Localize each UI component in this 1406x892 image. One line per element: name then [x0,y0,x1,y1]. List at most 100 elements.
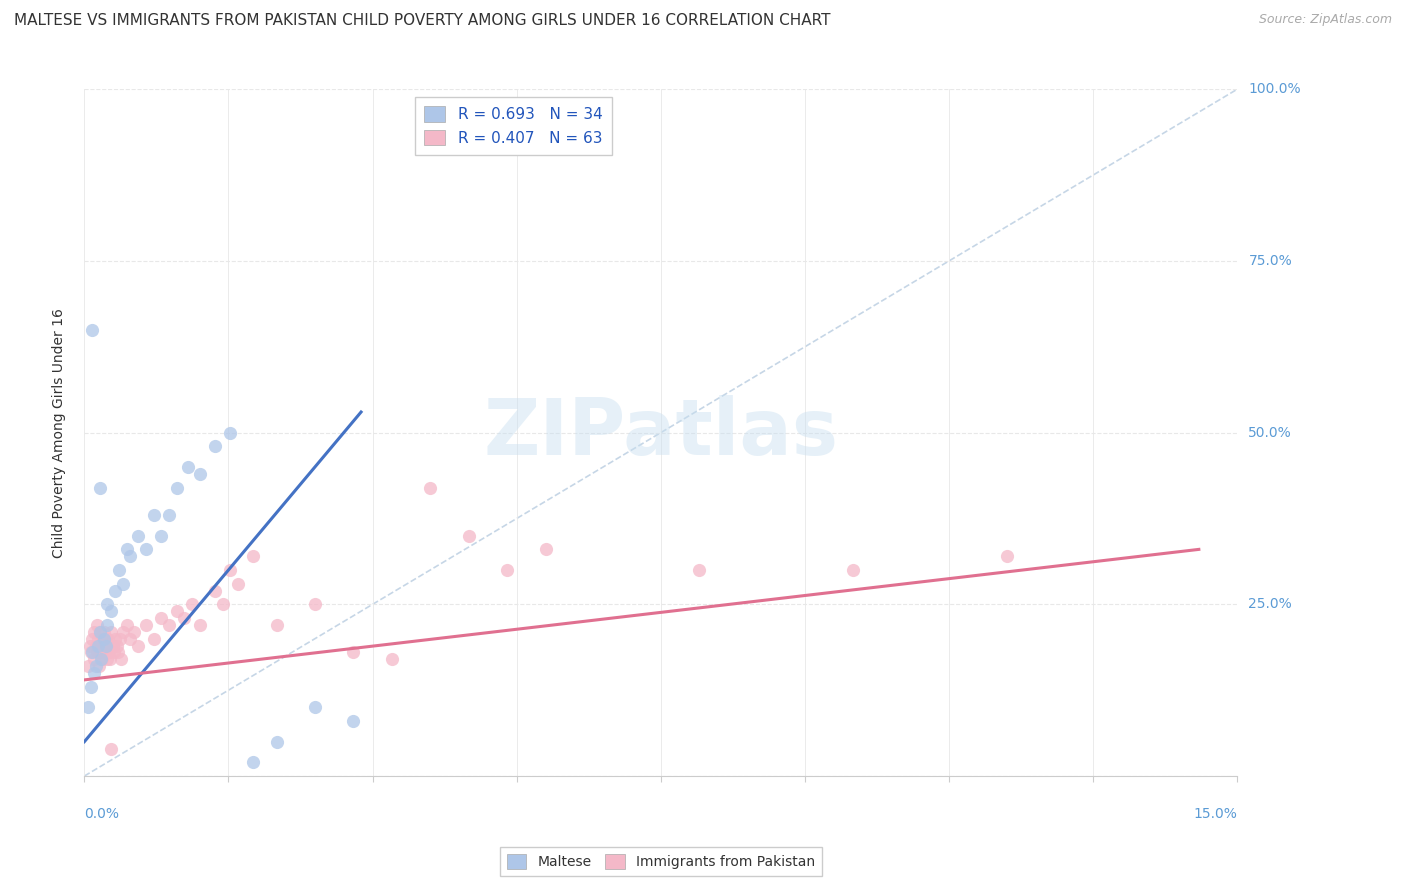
Point [496,563,519,577]
Point [115,542,138,557]
Point [94,632,117,646]
Point [83,665,105,680]
Point [419,481,441,495]
Point [97,632,120,646]
Legend: Maltese, Immigrants from Pakistan: Maltese, Immigrants from Pakistan [499,847,823,876]
Point [80,645,103,659]
Point [304,598,326,612]
Point [96,618,118,632]
Point [219,425,242,440]
Point [93,632,115,646]
Point [100,604,122,618]
Point [80,645,103,659]
Point [91,632,114,646]
Point [104,583,127,598]
Point [457,528,479,542]
Point [94,639,117,653]
Point [842,563,865,577]
Text: ZIPatlas: ZIPatlas [484,394,838,471]
Point [219,563,242,577]
Point [79,680,101,694]
Text: 15.0%: 15.0% [1194,807,1237,821]
Y-axis label: Child Poverty Among Girls Under 16: Child Poverty Among Girls Under 16 [52,308,66,558]
Text: 75.0%: 75.0% [1249,254,1292,268]
Point [100,741,122,756]
Point [77,659,100,673]
Point [84,639,107,653]
Point [166,481,188,495]
Point [90,639,112,653]
Point [105,639,128,653]
Point [87,659,110,673]
Point [177,460,200,475]
Point [342,714,364,728]
Point [120,632,142,646]
Point [142,508,165,522]
Point [150,611,173,625]
Point [110,652,132,666]
Point [266,735,288,749]
Point [108,563,131,577]
Point [100,624,122,639]
Point [381,652,404,666]
Point [87,632,110,646]
Legend: R = 0.693   N = 34, R = 0.407   N = 63: R = 0.693 N = 34, R = 0.407 N = 63 [415,97,612,155]
Text: 25.0%: 25.0% [1249,598,1292,611]
Point [135,542,157,557]
Text: MALTESE VS IMMIGRANTS FROM PAKISTAN CHILD POVERTY AMONG GIRLS UNDER 16 CORRELATI: MALTESE VS IMMIGRANTS FROM PAKISTAN CHIL… [14,13,831,29]
Point [97,645,120,659]
Point [534,542,557,557]
Point [150,528,173,542]
Point [266,618,288,632]
Point [242,549,264,564]
Point [79,639,101,653]
Point [181,598,204,612]
Point [688,563,710,577]
Point [91,652,114,666]
Point [242,756,264,770]
Point [96,639,118,653]
Point [166,604,188,618]
Point [103,645,125,659]
Point [90,652,112,666]
Point [89,645,111,659]
Point [77,700,100,714]
Point [120,549,142,564]
Point [89,481,111,495]
Point [157,508,180,522]
Point [204,583,226,598]
Point [188,467,211,481]
Text: Source: ZipAtlas.com: Source: ZipAtlas.com [1258,13,1392,27]
Point [111,624,134,639]
Point [86,645,108,659]
Point [127,528,149,542]
Text: 50.0%: 50.0% [1249,425,1292,440]
Point [226,576,249,591]
Point [93,645,115,659]
Point [86,618,108,632]
Point [188,618,211,632]
Point [84,659,107,673]
Point [101,639,124,653]
Point [342,645,364,659]
Point [83,652,105,666]
Point [96,652,118,666]
Point [142,632,165,646]
Point [87,639,110,653]
Point [93,624,115,639]
Point [115,618,138,632]
Point [94,639,117,653]
Point [80,322,103,336]
Point [111,576,134,591]
Point [89,624,111,639]
Point [304,700,326,714]
Point [173,611,195,625]
Text: 100.0%: 100.0% [1249,82,1301,96]
Point [89,624,111,639]
Point [204,439,226,453]
Point [83,624,105,639]
Point [135,618,157,632]
Text: 0.0%: 0.0% [84,807,120,821]
Point [108,632,131,646]
Point [127,639,149,653]
